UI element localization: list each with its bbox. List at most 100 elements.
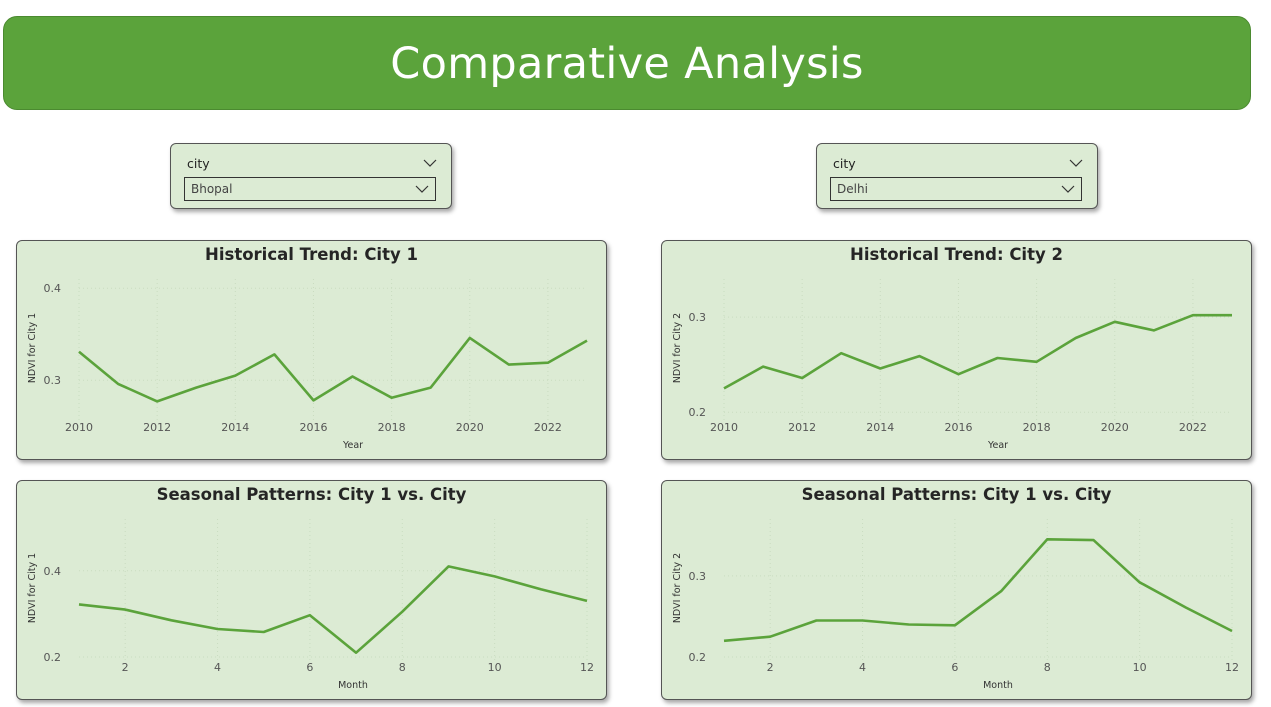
data-point[interactable] <box>583 337 591 345</box>
data-point[interactable] <box>915 352 923 360</box>
data-point[interactable] <box>759 363 767 371</box>
data-point[interactable] <box>951 621 959 629</box>
data-point[interactable] <box>994 354 1002 362</box>
city-1-slicer[interactable]: city Bhopal <box>170 143 452 209</box>
chevron-down-icon[interactable] <box>1061 184 1075 194</box>
chevron-down-icon[interactable] <box>415 184 429 194</box>
chart-title: Seasonal Patterns: City 1 vs. City <box>801 485 1112 504</box>
data-point[interactable] <box>1043 535 1051 543</box>
line-chart: 0.2 0.3 2010 2012 2014 2016 2018 2020 2022 Year ND… <box>672 279 1236 451</box>
chart-title: Historical Trend: City 1 <box>205 245 418 264</box>
line-chart: 0.2 0.3 2 4 6 8 10 12 Month NDVI for City 2 <box>672 519 1239 691</box>
data-point[interactable] <box>1033 358 1041 366</box>
chart-title: Historical Trend: City 2 <box>850 245 1063 264</box>
x-tick-label: 4 <box>214 661 221 674</box>
y-axis-title: NDVI for City 1 <box>27 313 38 383</box>
data-point[interactable] <box>398 608 406 616</box>
data-point[interactable] <box>1072 334 1080 342</box>
data-point[interactable] <box>260 628 268 636</box>
x-tick-label: 6 <box>951 661 958 674</box>
data-point[interactable] <box>1089 536 1097 544</box>
data-point[interactable] <box>231 372 239 380</box>
data-point[interactable] <box>812 616 820 624</box>
data-point[interactable] <box>720 384 728 392</box>
x-tick-label: 8 <box>1044 661 1051 674</box>
line-chart: 0.3 0.4 2010 2012 2014 2016 2018 2020 2022 Year ND… <box>27 279 591 451</box>
series-line <box>78 336 588 403</box>
data-point[interactable] <box>1150 326 1158 334</box>
data-point[interactable] <box>954 370 962 378</box>
data-point[interactable] <box>798 374 806 382</box>
y-tick-label: 0.4 <box>44 565 62 578</box>
y-axis-title: NDVI for City 2 <box>672 313 683 383</box>
x-tick-label: 2020 <box>1101 421 1129 434</box>
data-point[interactable] <box>505 361 513 369</box>
x-axis-title: Month <box>983 680 1013 691</box>
data-point[interactable] <box>997 587 1005 595</box>
y-axis-title: NDVI for City 2 <box>672 553 683 623</box>
data-point[interactable] <box>544 359 552 367</box>
data-point[interactable] <box>306 611 314 619</box>
data-point[interactable] <box>1136 578 1144 586</box>
data-point[interactable] <box>153 397 161 405</box>
x-tick-label: 4 <box>859 661 866 674</box>
data-point[interactable] <box>1182 603 1190 611</box>
x-tick-label: 2018 <box>378 421 406 434</box>
city-1-slicer-header[interactable]: city <box>187 154 437 172</box>
y-tick-label: 0.3 <box>689 570 707 583</box>
data-point[interactable] <box>444 562 452 570</box>
x-tick-label: 10 <box>488 661 502 674</box>
data-point[interactable] <box>114 380 122 388</box>
data-point[interactable] <box>75 348 83 356</box>
chart-title: Seasonal Patterns: City 1 vs. City <box>156 485 467 504</box>
x-tick-label: 2 <box>767 661 774 674</box>
historical-trend-city-2-chart: Historical Trend: City 2 0.2 0.3 2010 2012 2… <box>661 240 1252 460</box>
data-point[interactable] <box>75 600 83 608</box>
y-tick-label: 0.4 <box>44 282 62 295</box>
data-point[interactable] <box>388 394 396 402</box>
data-point[interactable] <box>167 616 175 624</box>
x-axis-title: Year <box>342 440 363 451</box>
line-chart: 0.2 0.4 2 4 6 8 10 12 Month NDVI for City 1 <box>27 519 594 691</box>
data-point[interactable] <box>214 625 222 633</box>
chevron-down-icon[interactable] <box>1069 158 1083 168</box>
x-tick-label: 2022 <box>1179 421 1207 434</box>
x-tick-label: 2010 <box>710 421 738 434</box>
city-1-dropdown[interactable]: Bhopal <box>184 177 436 201</box>
chevron-down-icon[interactable] <box>423 158 437 168</box>
data-point[interactable] <box>537 585 545 593</box>
data-point[interactable] <box>466 334 474 342</box>
data-point[interactable] <box>720 637 728 645</box>
data-point[interactable] <box>427 384 435 392</box>
data-point[interactable] <box>349 373 357 381</box>
data-point[interactable] <box>309 396 317 404</box>
data-point[interactable] <box>352 649 360 657</box>
city-2-slicer-label: city <box>833 155 856 171</box>
city-2-slicer[interactable]: city Delhi <box>816 143 1098 209</box>
seasonal-patterns-city-1-chart: Seasonal Patterns: City 1 vs. City 0.2 0.… <box>16 480 607 700</box>
x-tick-label: 2016 <box>299 421 327 434</box>
x-tick-label: 2012 <box>143 421 171 434</box>
data-point[interactable] <box>1189 311 1197 319</box>
city-2-dropdown[interactable]: Delhi <box>830 177 1082 201</box>
data-point[interactable] <box>876 364 884 372</box>
data-point[interactable] <box>1228 627 1236 635</box>
data-point[interactable] <box>121 606 129 614</box>
x-tick-label: 2020 <box>456 421 484 434</box>
data-point[interactable] <box>1228 311 1236 319</box>
data-point[interactable] <box>192 384 200 392</box>
data-point[interactable] <box>491 572 499 580</box>
x-tick-label: 2014 <box>221 421 249 434</box>
data-point[interactable] <box>583 597 591 605</box>
data-point[interactable] <box>1111 318 1119 326</box>
x-tick-label: 2012 <box>788 421 816 434</box>
data-point[interactable] <box>837 349 845 357</box>
x-tick-label: 2016 <box>944 421 972 434</box>
page-title: Comparative Analysis <box>390 39 864 89</box>
data-point[interactable] <box>905 621 913 629</box>
city-2-slicer-header[interactable]: city <box>833 154 1083 172</box>
data-point[interactable] <box>270 350 278 358</box>
data-point[interactable] <box>859 616 867 624</box>
data-point[interactable] <box>766 633 774 641</box>
x-axis-title: Month <box>338 680 368 691</box>
